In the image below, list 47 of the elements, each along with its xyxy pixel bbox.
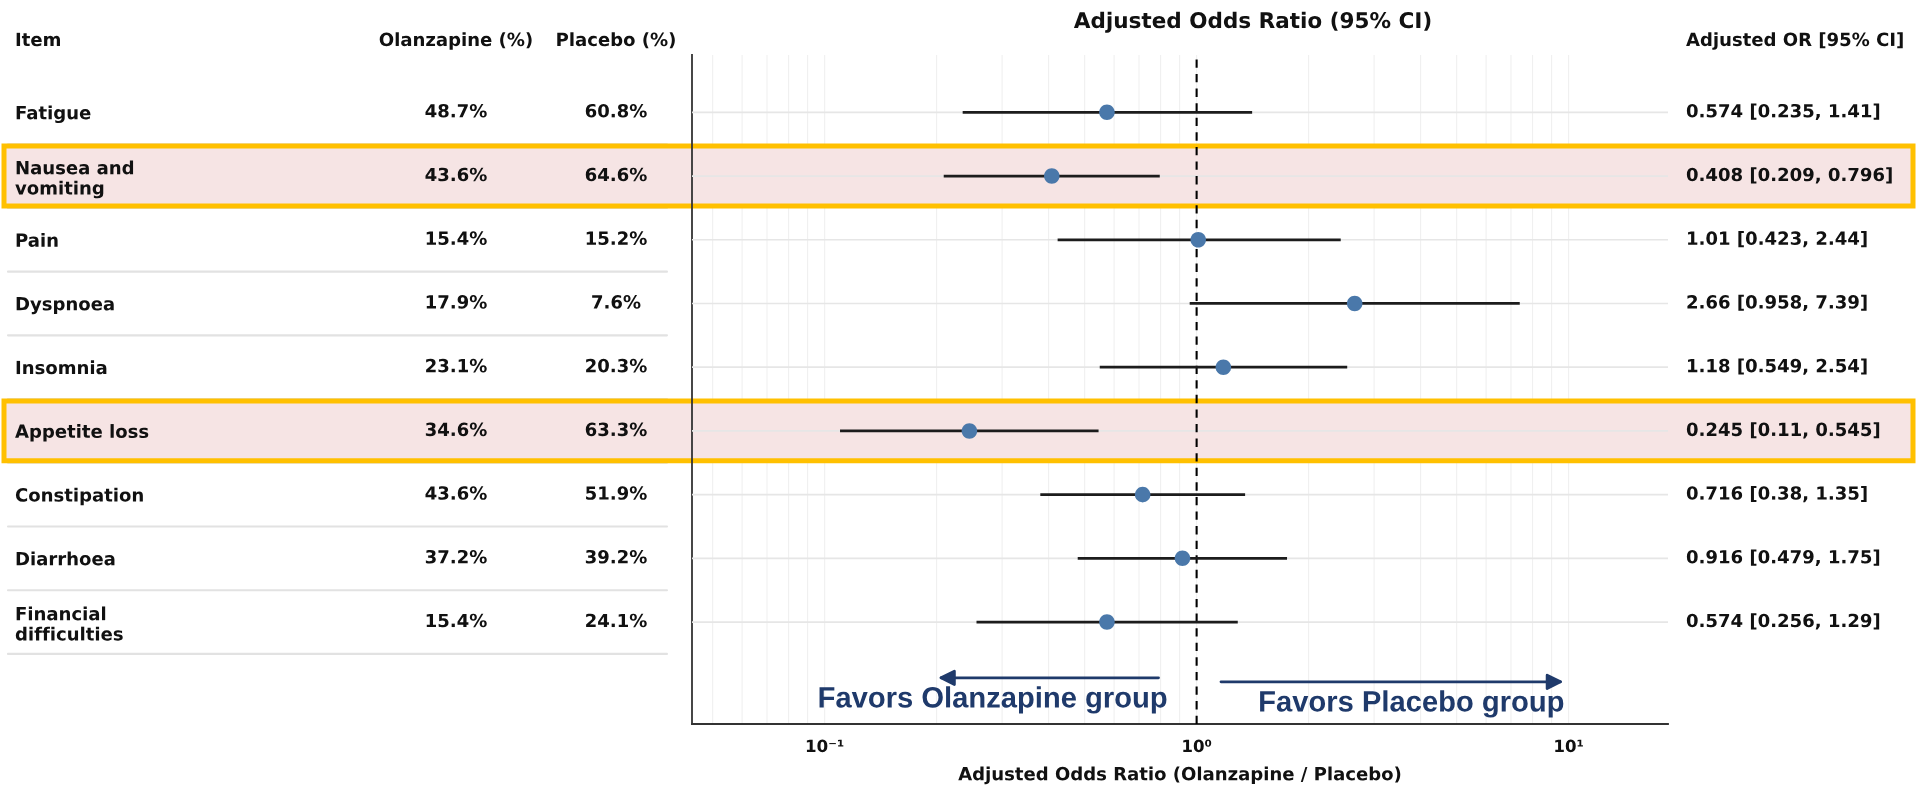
data-label: 15.2% <box>586 231 647 246</box>
data-label: 1.01 [0.423, 2.44] <box>1688 231 1867 248</box>
category-label: Financial difficulties <box>15 606 123 641</box>
data-label: 1.18 [0.549, 2.54] <box>1688 358 1867 375</box>
text: Placebo (%) <box>557 32 675 49</box>
data-label: 37.2% <box>425 549 487 564</box>
data-label: 15.4% <box>426 613 487 628</box>
category-label: Constipation <box>15 487 143 506</box>
category-label: Fatigue <box>16 105 91 124</box>
data-label: 15.4% <box>426 231 487 246</box>
data-label: 34.6% <box>425 422 487 437</box>
data-label: 43.6% <box>425 167 487 182</box>
data-label: 0.716 [0.38, 1.35] <box>1686 485 1867 503</box>
data-label: 20.3% <box>586 358 647 373</box>
x-axis-title: Adjusted Odds Ratio (Olanzapine / Placebo) <box>958 766 1401 785</box>
data-label: 64.6% <box>585 167 647 182</box>
text: Favors Olanzapine group <box>819 686 1167 714</box>
data-label: 0.574 [0.256, 1.29] <box>1686 613 1880 630</box>
data-label: 2.66 [0.958, 7.39] <box>1687 294 1867 312</box>
text: Adjusted OR [95% CI] <box>1686 32 1903 50</box>
data-label: 39.2% <box>585 549 647 564</box>
data-label: 63.3% <box>585 422 647 437</box>
data-label: 51.9% <box>586 486 647 500</box>
x-tick-label: 10⁰ <box>1183 739 1212 753</box>
data-label: 0.245 [0.11, 0.545] <box>1686 422 1880 439</box>
data-label: 7.6% <box>592 295 641 309</box>
data-label: 17.9% <box>426 295 487 309</box>
category-label: Insomnia <box>16 360 107 375</box>
data-label: 60.8% <box>585 103 647 118</box>
x-tick-label: 10¹ <box>1555 739 1583 753</box>
data-label: 23.1% <box>426 358 487 373</box>
text: Favors Placebo group <box>1260 690 1564 718</box>
category-label: Pain <box>16 232 58 247</box>
data-label: 24.1% <box>586 613 647 628</box>
data-label: 0.916 [0.479, 1.75] <box>1686 549 1880 566</box>
category-label: Dyspnoea <box>16 297 114 315</box>
data-label: 48.7% <box>425 103 487 118</box>
data-label: 43.6% <box>425 486 487 500</box>
category-label: Diarrhoea <box>16 551 115 566</box>
chart-title: Adjusted Odds Ratio (95% CI) <box>1073 11 1431 33</box>
category-label: Nausea and vomiting <box>15 160 134 199</box>
data-label: 0.574 [0.235, 1.41] <box>1686 103 1880 120</box>
text: Olanzapine (%) <box>379 32 532 50</box>
x-tick-label: 10⁻¹ <box>806 739 844 753</box>
text: Item <box>16 32 60 47</box>
category-label: Appetite loss <box>15 424 149 442</box>
data-label: 0.408 [0.209, 0.796] <box>1686 167 1892 184</box>
